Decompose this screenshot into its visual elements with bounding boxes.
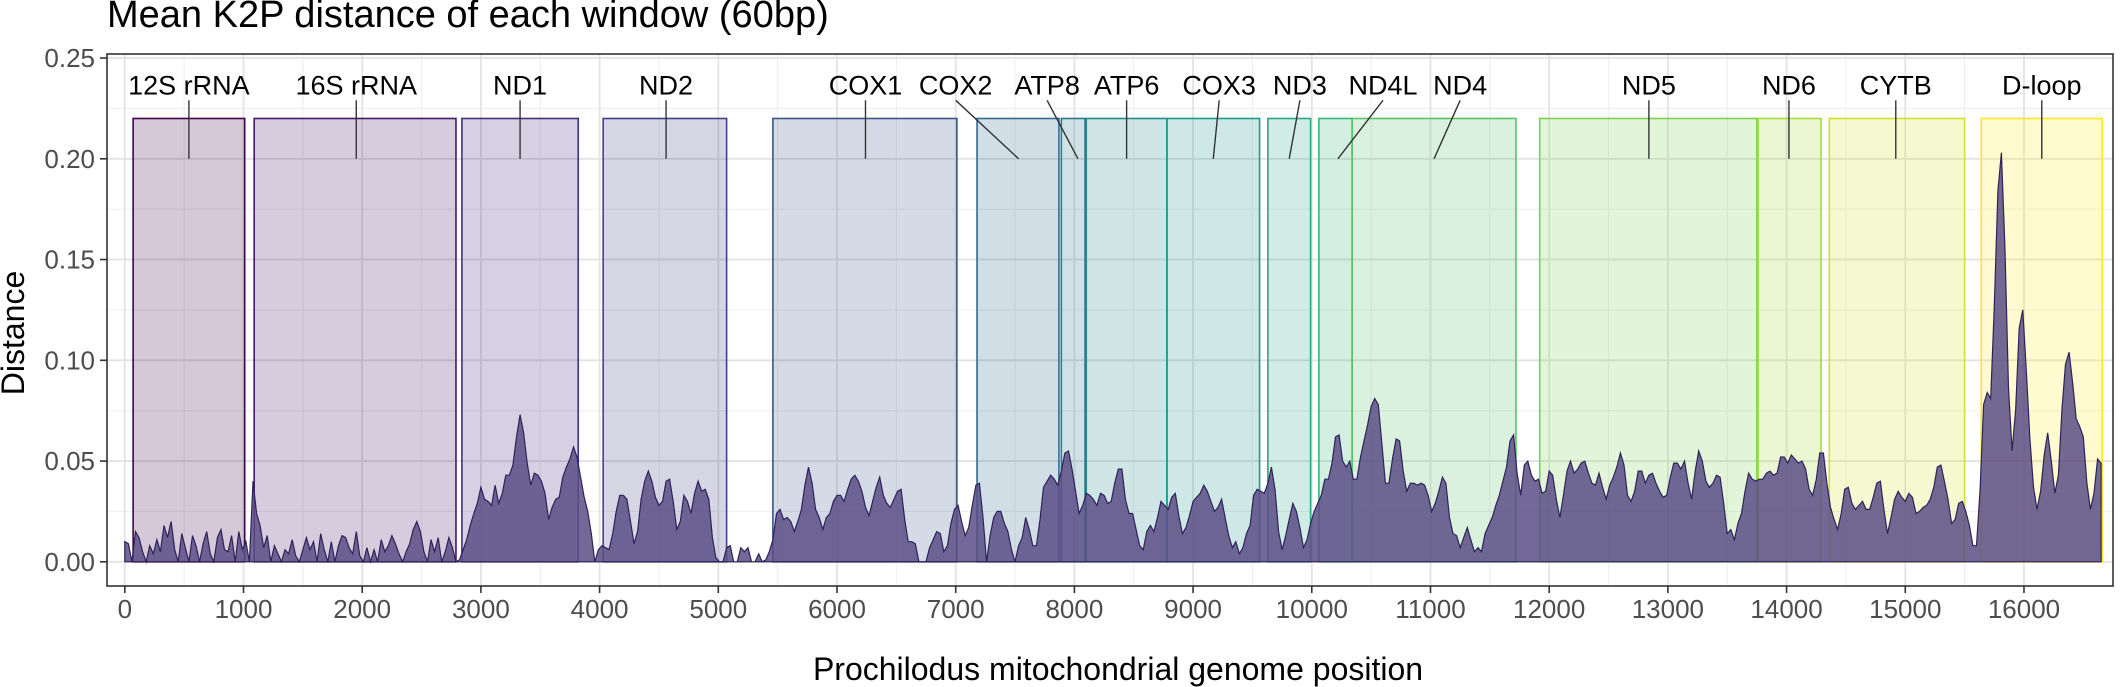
gene-label-atp8: ATP8 bbox=[1014, 70, 1080, 100]
y-axis-title: Distance bbox=[0, 271, 31, 396]
gene-label-cox3: COX3 bbox=[1182, 70, 1256, 100]
x-tick-label: 7000 bbox=[927, 594, 985, 624]
x-tick-label: 16000 bbox=[1988, 594, 2060, 624]
distance-area bbox=[124, 152, 2102, 565]
x-tick-label: 8000 bbox=[1045, 594, 1103, 624]
x-tick-label: 10000 bbox=[1276, 594, 1348, 624]
gene-label-nd5: ND5 bbox=[1622, 70, 1676, 100]
y-tick-label: 0.25 bbox=[44, 43, 95, 73]
gene-box-12s-rrna bbox=[132, 117, 246, 563]
gene-label-atp6: ATP6 bbox=[1094, 70, 1160, 100]
x-tick-label: 1000 bbox=[215, 594, 273, 624]
gene-label-cox1: COX1 bbox=[829, 70, 903, 100]
gene-label-cox2: COX2 bbox=[919, 70, 993, 100]
x-tick-label: 4000 bbox=[571, 594, 629, 624]
x-tick-label: 15000 bbox=[1869, 594, 1941, 624]
gene-leader-atp8 bbox=[1046, 99, 1079, 160]
x-tick-label: 5000 bbox=[689, 594, 747, 624]
gene-box-atp6 bbox=[1085, 117, 1168, 563]
chart-title: Mean K2P distance of each window (60bp) bbox=[107, 0, 829, 36]
x-tick-label: 9000 bbox=[1164, 594, 1222, 624]
gene-label-12s-rrna: 12S rRNA bbox=[128, 70, 250, 100]
y-tick-label: 0.15 bbox=[44, 245, 95, 275]
gene-label-cytb: CYTB bbox=[1860, 70, 1932, 100]
gene-label-nd2: ND2 bbox=[639, 70, 693, 100]
x-tick-label: 13000 bbox=[1632, 594, 1704, 624]
gene-label-nd1: ND1 bbox=[493, 70, 547, 100]
gene-leader-cox2 bbox=[955, 99, 1020, 160]
x-tick-label: 14000 bbox=[1750, 594, 1822, 624]
x-tick-label: 2000 bbox=[333, 594, 391, 624]
axes: 0 1000 2000 3000 4000 5000 6000 7000 8000 9000 100… bbox=[44, 43, 2114, 624]
x-tick-label: 3000 bbox=[452, 594, 510, 624]
plot-panel-border bbox=[106, 53, 2114, 587]
gene-leader-cox3 bbox=[1212, 100, 1220, 159]
gene-label-nd4l: ND4L bbox=[1348, 70, 1417, 100]
y-tick-label: 0.10 bbox=[44, 345, 95, 375]
y-tick-label: 0.00 bbox=[44, 547, 95, 577]
gene-leader-nd4l bbox=[1337, 99, 1384, 160]
gene-label-16s-rrna: 16S rRNA bbox=[295, 70, 417, 100]
gene-box-16s-rrna bbox=[253, 117, 457, 563]
x-tick-label: 11000 bbox=[1395, 594, 1465, 624]
gene-label-nd6: ND6 bbox=[1762, 70, 1816, 100]
gene-label-nd4: ND4 bbox=[1433, 70, 1487, 100]
distance-area-path bbox=[124, 152, 2102, 565]
gene-leader-nd3 bbox=[1288, 100, 1301, 159]
x-tick-label: 6000 bbox=[808, 594, 866, 624]
gene-box-cox1 bbox=[772, 117, 958, 563]
x-axis-title: Prochilodus mitochondrial genome positio… bbox=[813, 651, 1423, 687]
gene-leader-nd4 bbox=[1433, 100, 1461, 160]
gene-labels: 12S rRNA 16S rRNA ND1 ND2 COX1 COX2 ATP8 ATP6 CO… bbox=[128, 70, 2082, 160]
y-tick-label: 0.05 bbox=[44, 446, 95, 476]
y-tick-label: 0.20 bbox=[44, 144, 95, 174]
x-tick-label: 0 bbox=[118, 594, 132, 624]
gene-box-cox3 bbox=[1166, 117, 1261, 563]
gene-label-d-loop: D-loop bbox=[2002, 70, 2082, 100]
x-tick-label: 12000 bbox=[1513, 594, 1585, 624]
gene-label-nd3: ND3 bbox=[1273, 70, 1327, 100]
